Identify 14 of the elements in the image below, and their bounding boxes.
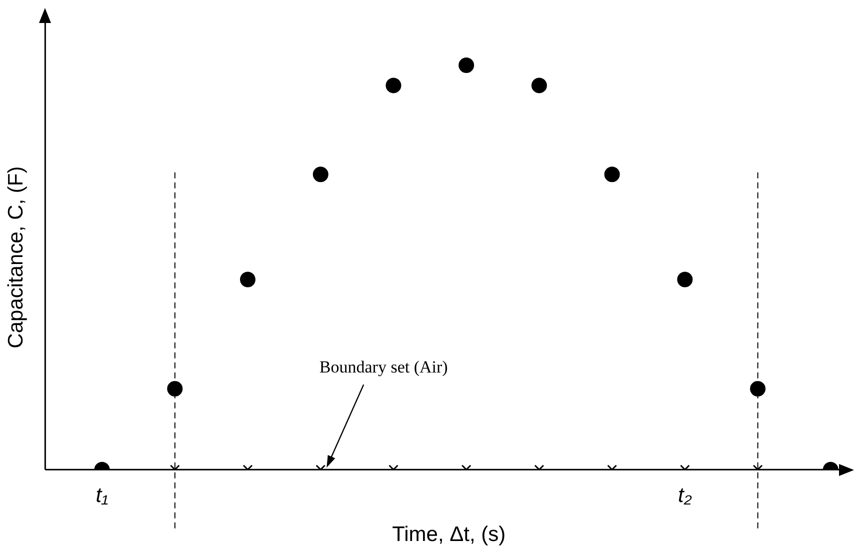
point: [240, 272, 256, 288]
annotation: Boundary set (Air): [319, 358, 448, 377]
x-axis-title: Time, Δt, (s): [392, 523, 506, 546]
point: [167, 380, 183, 396]
point: [386, 78, 402, 94]
x-tick-label: t₁: [96, 484, 109, 508]
point: [750, 380, 766, 396]
point: [312, 166, 328, 182]
point: [604, 166, 620, 182]
x-tick-label: t₂: [678, 484, 692, 508]
y-axis-title: Capacitance, C, (F): [4, 166, 28, 348]
point: [531, 78, 547, 94]
point: [677, 272, 693, 288]
point: [458, 57, 474, 73]
